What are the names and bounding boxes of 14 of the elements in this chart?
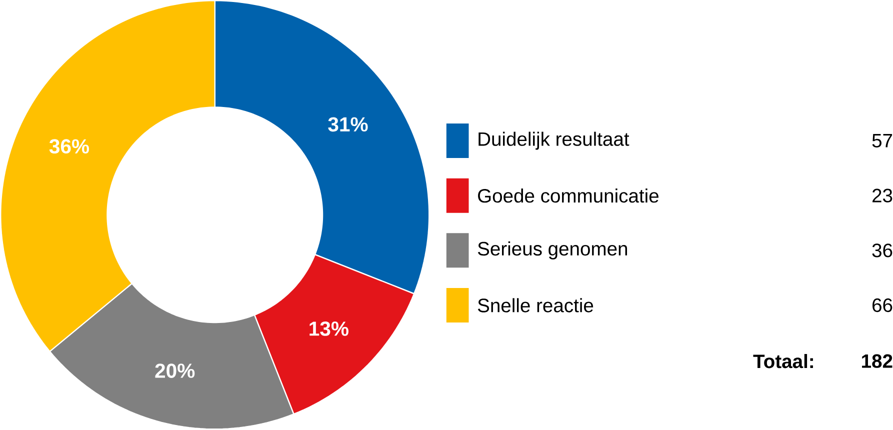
- legend-label: Goede communicatie: [478, 188, 658, 203]
- data-label: 20%: [155, 364, 195, 378]
- text: 23: [872, 188, 892, 203]
- legend-label: Snelle reactie: [478, 298, 594, 312]
- text: 57: [872, 134, 892, 148]
- legend-label: Serieus genomen: [478, 242, 627, 260]
- text: 182: [862, 354, 892, 368]
- data-label: 13%: [310, 322, 348, 336]
- text: 66: [872, 298, 892, 312]
- text: Totaal:: [753, 354, 813, 368]
- text: 36: [872, 244, 892, 258]
- data-label: 36%: [49, 139, 90, 154]
- legend-label: Duidelijk resultaat: [478, 132, 630, 150]
- data-label: 31%: [328, 117, 368, 132]
